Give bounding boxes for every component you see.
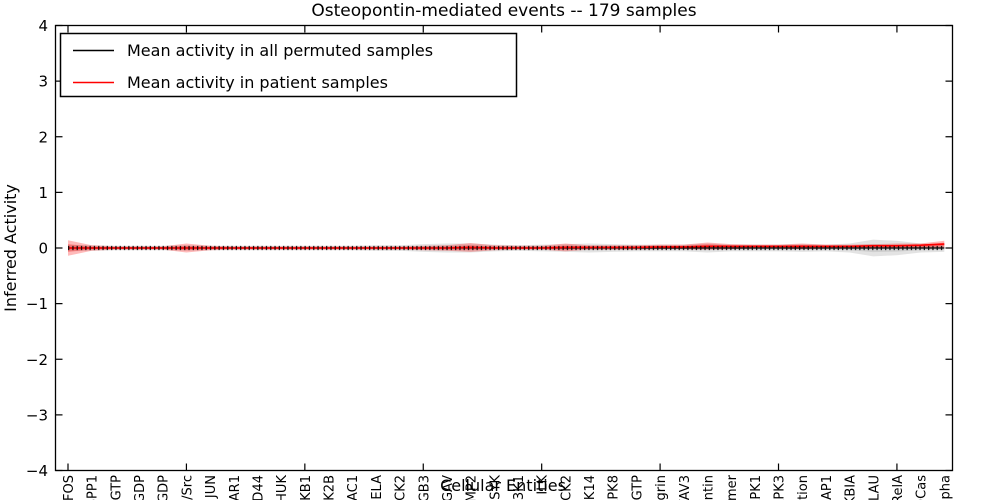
y-tick-label: 2 [38, 128, 48, 146]
chart-title: Osteopontin-mediated events -- 179 sampl… [311, 1, 696, 21]
x-category-label: mol:GTP [109, 475, 124, 500]
y-tick-label: −2 [26, 351, 48, 369]
x-category-label: CD44 [251, 475, 266, 500]
x-category-label: PTK2B [323, 475, 338, 500]
x-category-label: MAP3K14 [583, 475, 598, 500]
y-tick-label: −3 [26, 406, 48, 424]
x-category-label: AP1 [820, 475, 835, 500]
legend-label-patient: Mean activity in patient samples [127, 73, 388, 92]
y-tick-label: 4 [38, 17, 48, 35]
x-category-label: MAPK3 [773, 475, 788, 500]
x-category-label: BCAR1 [228, 475, 243, 500]
legend-box [59, 32, 518, 98]
x-category-label: SPP1 [86, 475, 101, 500]
x-category-label: CD44/Rho Family GTPase/ROCK2 [559, 475, 574, 500]
x-category-label: Rac1/GTP [630, 475, 645, 500]
x-category-label: MAPK1 [749, 475, 764, 500]
series-lines [68, 243, 945, 251]
y-tick-labels: 4 3 2 1 0 −1 −2 −3 −4 [26, 17, 48, 480]
legend: Mean activity in all permuted samples Me… [59, 32, 518, 98]
x-category-labels: FOS SPP1 mol:GTP mol:GDP Rac1/GDP alphaV/beta… [62, 474, 953, 500]
x-category-label: FOS [62, 475, 77, 500]
x-category-label: Rac1/GDP [157, 475, 172, 500]
y-tick-label: −1 [26, 295, 48, 313]
x-category-label: ROCK2 [394, 475, 409, 500]
x-category-label: MAP3K1 [512, 475, 527, 500]
x-category-label: MAPK8 [607, 475, 622, 500]
y-tick-label: 1 [38, 184, 48, 202]
x-category-label: bone resorption [796, 475, 811, 500]
x-category-label: CHUK [275, 475, 290, 500]
x-category-label: PYK2/p130Cas [915, 475, 930, 500]
x-category-label: SYK [488, 475, 503, 500]
patient-mean-line [68, 243, 945, 249]
x-category-label: RAC1 [346, 475, 361, 500]
x-category-label: PLAU [867, 475, 882, 500]
x-category-label: ITGB3 [417, 475, 432, 500]
x-category-label: mol:GDP [133, 475, 148, 500]
x-category-label: NF kappa B1 p50/RelA/I kappa B alpha [938, 475, 953, 500]
x-category-label: RELA [370, 475, 385, 500]
x-axis-label: Cellular Entities [440, 476, 566, 495]
x-category-label: JUN [204, 475, 219, 499]
x-category-label: IKK alpha homodimer [725, 474, 740, 500]
x-category-label: alphaV/beta3 Integrin/Osteopontin [701, 475, 716, 500]
y-axis-label: Inferred Activity [1, 184, 20, 312]
x-category-label: alphaV beta3 Integrin [654, 475, 669, 500]
x-category-label: ITGAV [441, 475, 456, 500]
x-category-label: NF kappa B1 p50/RelA [891, 475, 906, 500]
x-category-label: ILK [536, 475, 551, 495]
x-category-label: VAV3 [678, 475, 693, 500]
x-category-label: NFKB1 [299, 475, 314, 500]
axis-ticks [55, 24, 953, 472]
x-category-label: MMP2 [465, 475, 480, 500]
x-category-label: alphaV/beta3 Integrin/Osteopontin/Src [180, 475, 195, 500]
y-tick-label: 0 [38, 240, 48, 258]
legend-label-permuted: Mean activity in all permuted samples [127, 41, 433, 60]
y-tick-label: 3 [38, 73, 48, 91]
x-category-label: NFKBIA [844, 475, 859, 500]
y-tick-label: −4 [26, 462, 48, 480]
